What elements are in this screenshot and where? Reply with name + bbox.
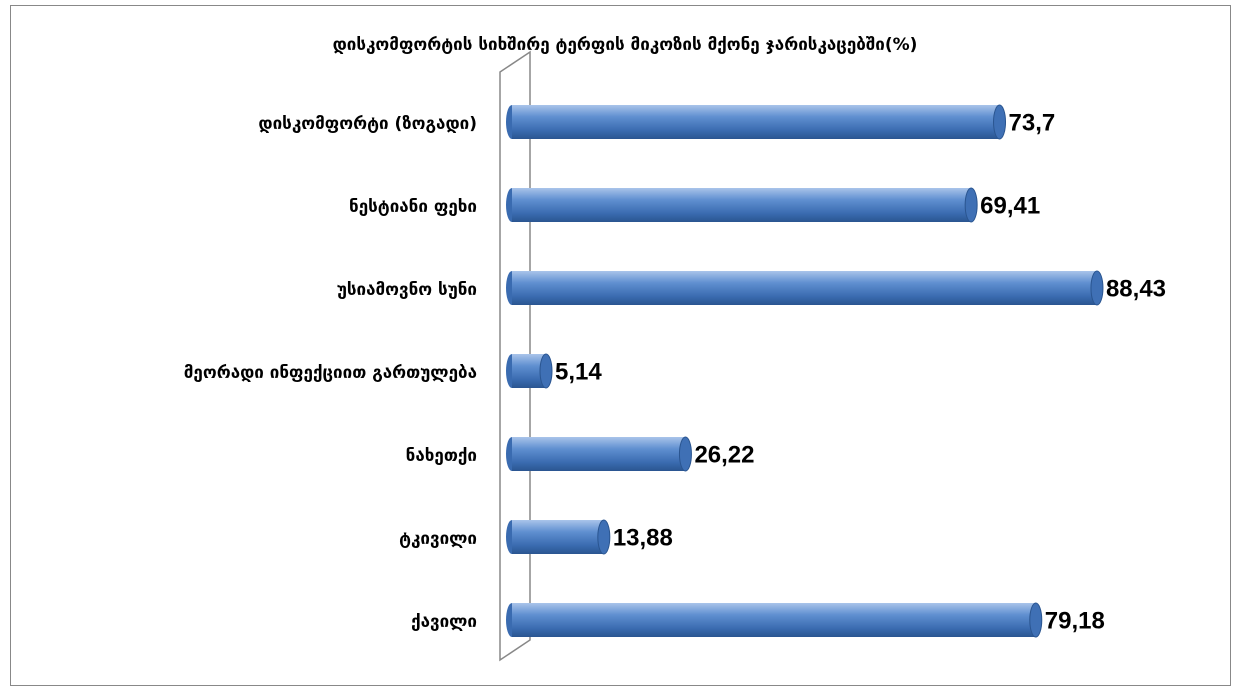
bar <box>506 270 1104 306</box>
bar-part <box>1029 602 1043 638</box>
y-tick-label: ქავილი <box>411 612 477 632</box>
bar <box>506 519 611 555</box>
data-label: 26,22 <box>694 441 754 468</box>
bar-part <box>597 519 611 555</box>
bar-part <box>993 104 1007 140</box>
y-tick-label: დისკომფორტი (ზოგადი) <box>258 114 477 134</box>
data-label: 69,41 <box>980 192 1040 219</box>
bar-part <box>512 188 972 222</box>
bar-part <box>678 436 692 472</box>
data-label: 73,7 <box>1009 109 1056 136</box>
y-tick-label: ნესტიანი ფეხი <box>349 197 477 217</box>
data-label: 88,43 <box>1106 275 1166 302</box>
data-label: 13,88 <box>613 524 673 551</box>
axis-wall <box>499 50 531 662</box>
y-tick-label: უსიამოვნო სუნი <box>337 280 477 300</box>
bar <box>506 353 553 389</box>
bar <box>506 104 1007 140</box>
bar-part <box>512 520 604 554</box>
bar <box>506 187 978 223</box>
data-label: 79,18 <box>1045 607 1105 634</box>
data-label: 5,14 <box>555 358 602 385</box>
bar-part <box>512 271 1097 305</box>
bar-part <box>964 187 978 223</box>
bar-part <box>512 437 686 471</box>
chart-title: დისკომფორტის სიხშირე ტერფის მიკოზის მქონ… <box>333 35 918 55</box>
y-tick-label: მეორადი ინფექციით გართულება <box>184 363 477 383</box>
bar-part <box>539 353 553 389</box>
bar-part <box>512 105 1000 139</box>
bar-part <box>1090 270 1104 306</box>
bar <box>506 436 692 472</box>
y-tick-label: ტკივილი <box>399 529 477 549</box>
bar-part <box>512 603 1036 637</box>
bar <box>506 602 1043 638</box>
y-tick-label: ნახეთქი <box>406 446 477 466</box>
